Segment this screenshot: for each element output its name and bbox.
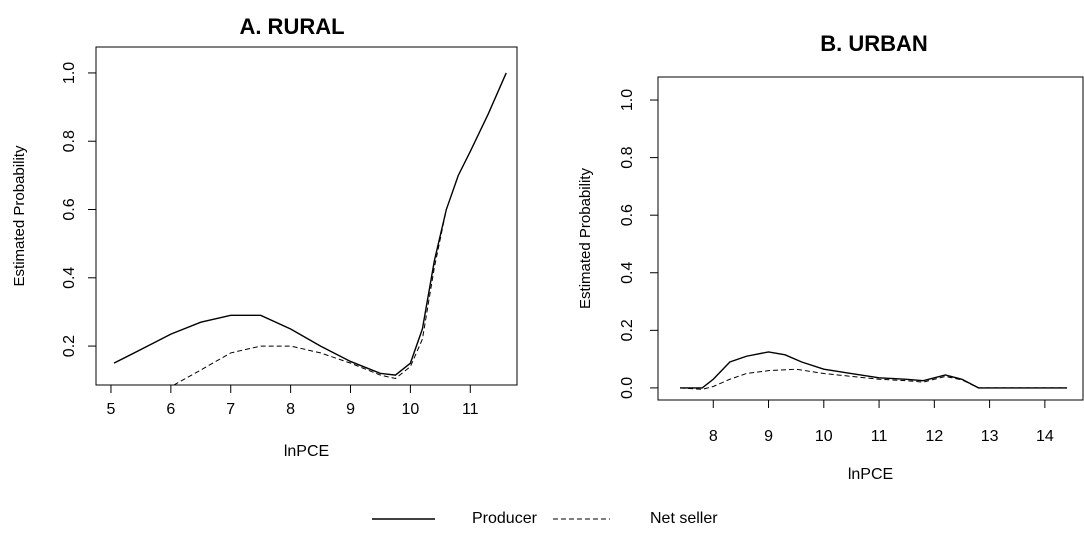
legend: Producer Net seller [372, 510, 718, 527]
y-axis-label: Estimated Probability [11, 145, 28, 286]
x-tick-label: 8 [286, 401, 295, 418]
series-line [680, 351, 1067, 389]
legend-label: Net seller [650, 510, 718, 527]
y-tick-label: 0.8 [61, 130, 78, 152]
y-tick-label: 0.4 [61, 267, 78, 289]
plot-frame [95, 46, 518, 386]
x-tick-label: 5 [107, 401, 116, 418]
x-tick-label: 10 [402, 401, 420, 418]
x-tick-label: 11 [462, 401, 479, 418]
x-axis-label: lnPCE [284, 443, 329, 460]
series-line [113, 72, 507, 376]
y-tick-label: 0.0 [619, 377, 636, 399]
legend-label: Producer [472, 510, 538, 527]
x-tick-label: 8 [709, 428, 718, 445]
y-tick-label: 0.6 [61, 198, 78, 220]
y-tick-label: 0.8 [619, 146, 636, 168]
x-axis-label: lnPCE [848, 466, 893, 483]
y-tick-label: 0.2 [619, 319, 636, 341]
x-tick-label: 9 [764, 428, 773, 445]
series-line [680, 368, 1067, 390]
series-line [173, 209, 447, 385]
x-tick-label: 12 [925, 428, 943, 445]
x-tick-label: 6 [166, 401, 175, 418]
chart-title: A. RURAL [239, 14, 344, 39]
y-tick-label: 0.2 [61, 335, 78, 357]
plot-frame [657, 76, 1084, 401]
x-tick-label: 11 [871, 428, 888, 445]
panel: B. URBAN 8 9 10 11 12 13 14 lnPCE 0.0 0.2 0.4 0.6 0.8… [577, 31, 1084, 483]
y-axis-label: Estimated Probability [577, 168, 594, 309]
x-tick-label: 14 [1036, 428, 1054, 445]
x-tick-label: 13 [981, 428, 999, 445]
x-tick-label: 7 [226, 401, 235, 418]
y-tick-label: 1.0 [61, 62, 78, 84]
y-tick-label: 0.4 [619, 262, 636, 284]
y-tick-label: 1.0 [619, 89, 636, 111]
y-tick-label: 0.6 [619, 204, 636, 226]
x-tick-label: 10 [815, 428, 833, 445]
panel: A. RURAL 5 6 7 8 9 10 11 lnPCE 0.2 0.4 0.6 0.8 1.0 Est… [11, 14, 518, 460]
x-tick-label: 9 [346, 401, 355, 418]
chart-title: B. URBAN [820, 31, 928, 56]
